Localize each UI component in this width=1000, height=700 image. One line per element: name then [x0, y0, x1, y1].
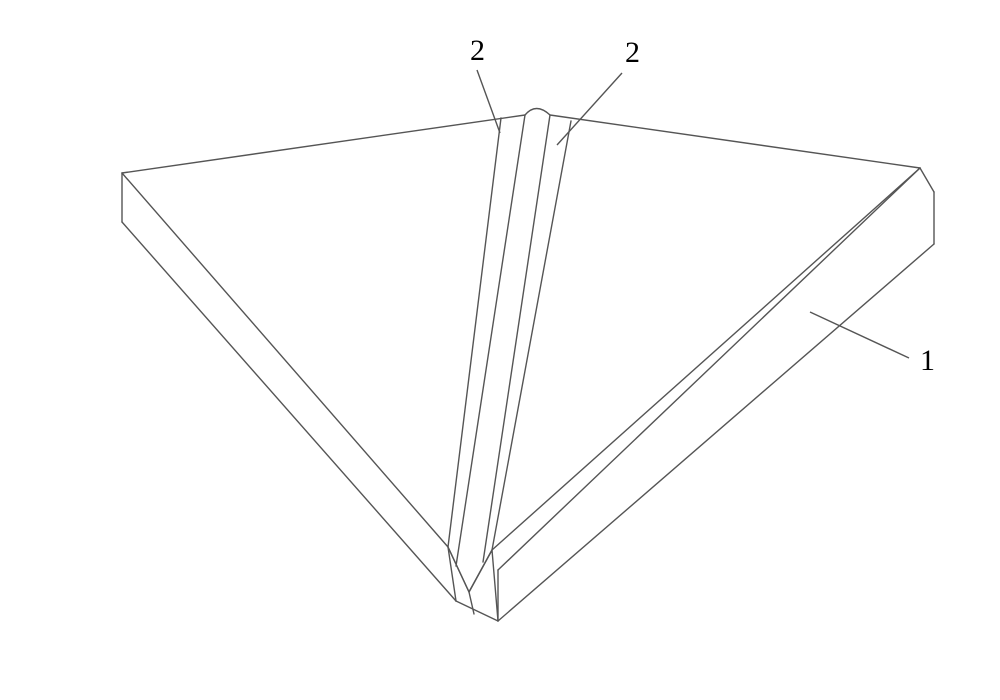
edge-outline_bottom_right_long [498, 244, 934, 621]
edge-weld_front_root_v [448, 547, 492, 592]
edge-outline_bottom_front_flat [456, 601, 498, 621]
diagram-canvas: 2 2 1 [0, 0, 1000, 700]
edge-front_face_root_tip_drop [469, 592, 474, 614]
leader-line-2 [810, 312, 909, 358]
label-1: 1 [920, 344, 935, 377]
label-2b: 2 [625, 36, 640, 69]
edge-outline_bottom_front_left [122, 222, 456, 601]
leader-line-0 [477, 70, 500, 133]
edge-weld_left_line [448, 118, 501, 547]
edge-front_face_right_vertical_at_weld [492, 550, 498, 621]
leader-line-1 [557, 73, 622, 145]
edge-top_surface_front_edge [122, 168, 920, 592]
edge-right_side_top_long [498, 168, 920, 570]
edge-weld_left_line_inner [456, 115, 525, 566]
edge-outline_right_top_edge [920, 168, 934, 192]
edge-weld_right_line [492, 121, 571, 550]
label-2a: 2 [470, 34, 485, 67]
